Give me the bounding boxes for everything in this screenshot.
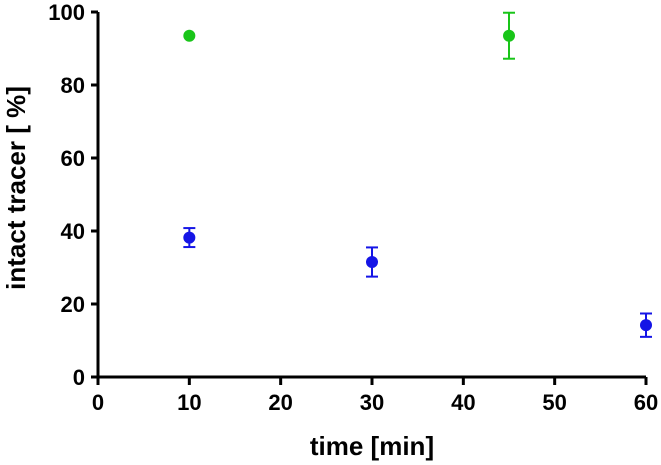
x-tick-label: 20 bbox=[268, 390, 292, 415]
x-tick-label: 40 bbox=[451, 390, 475, 415]
x-axis-ticks: 0 10 20 30 40 50 60 bbox=[92, 377, 658, 415]
x-tick-label: 0 bbox=[92, 390, 104, 415]
x-tick-label: 50 bbox=[542, 390, 566, 415]
y-tick-label: 20 bbox=[61, 292, 85, 317]
y-axis-ticks: 0 20 40 60 80 100 bbox=[48, 0, 98, 390]
plot-area: 0 20 40 60 80 100 0 10 20 30 40 50 60 bbox=[48, 0, 658, 415]
y-axis-title: intact tracer [ %] bbox=[1, 86, 31, 290]
data-series bbox=[183, 11, 652, 338]
y-tick-label: 40 bbox=[61, 219, 85, 244]
data-point bbox=[183, 231, 196, 244]
y-tick-label: 60 bbox=[61, 146, 85, 171]
data-point bbox=[503, 29, 515, 42]
x-tick-label: 60 bbox=[634, 390, 658, 415]
y-tick-label: 80 bbox=[61, 73, 85, 98]
series-1 bbox=[183, 227, 652, 338]
x-axis-title: time [min] bbox=[310, 431, 434, 461]
data-point bbox=[640, 319, 652, 332]
y-tick-label: 100 bbox=[48, 0, 85, 25]
series-0 bbox=[183, 11, 515, 60]
x-tick-label: 10 bbox=[177, 390, 201, 415]
data-point bbox=[183, 29, 196, 42]
y-tick-label: 0 bbox=[73, 365, 85, 390]
data-point bbox=[366, 256, 378, 269]
x-tick-label: 30 bbox=[360, 390, 384, 415]
